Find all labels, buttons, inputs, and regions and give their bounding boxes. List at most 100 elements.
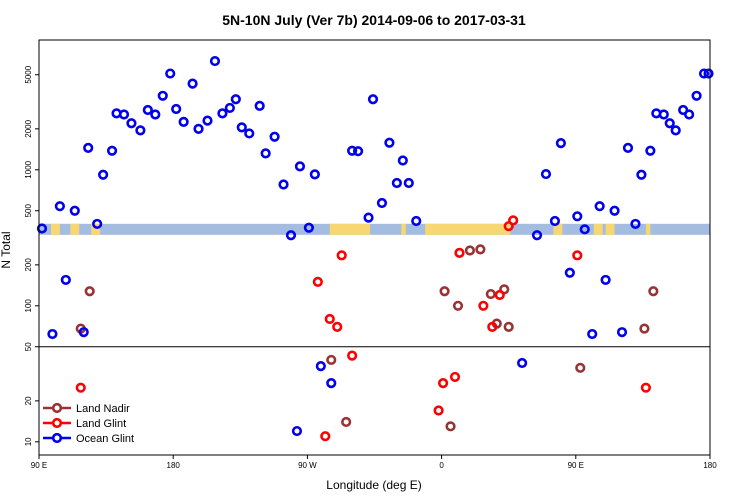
ocean-glint-point — [309, 169, 320, 180]
ocean-glint-legend-marker — [51, 432, 63, 444]
ocean-glint-point — [278, 179, 289, 190]
ocean-glint-point — [367, 94, 379, 105]
land-glint-point — [640, 382, 651, 393]
land-glint-point — [320, 431, 331, 442]
ocean-glint-point — [658, 109, 669, 120]
ocean-glint-point — [78, 327, 89, 338]
land-nadir-point — [341, 416, 352, 428]
ocean-glint-point — [135, 125, 146, 136]
ocean-glint-point — [209, 55, 221, 67]
ocean-glint-point — [202, 115, 213, 126]
ocean-glint-point — [352, 146, 364, 157]
ocean-glint-point — [285, 230, 297, 241]
land-glint-point — [437, 378, 449, 389]
ocean-glint-point — [142, 104, 153, 116]
land-nadir-point — [503, 321, 514, 332]
ocean-glint-point — [616, 327, 628, 338]
land-mask-strip — [39, 223, 710, 235]
ocean-glint-point — [92, 218, 103, 230]
ocean-glint-point — [403, 177, 414, 189]
x-tick-label: 180 — [167, 461, 181, 470]
ocean-glint-point — [236, 122, 247, 133]
land-segment — [91, 223, 101, 235]
land-glint-point — [494, 289, 505, 301]
land-nadir-point — [84, 286, 95, 297]
ocean-glint-point — [165, 68, 176, 79]
land-nadir-legend-marker — [51, 402, 63, 414]
ocean-glint-point — [60, 274, 71, 286]
ocean-glint-legend-label: Ocean Glint — [76, 433, 134, 445]
land-glint-point — [572, 250, 583, 261]
ocean-glint-point — [178, 116, 189, 127]
y-tick-label: 10 — [24, 437, 33, 446]
ocean-glint-point — [171, 103, 182, 115]
land-nadir-point — [464, 245, 476, 256]
land-glint-legend-marker — [51, 417, 63, 429]
ocean-glint-point — [291, 425, 303, 437]
axis-ticks: 90 E 180 90 W 0 90 E 180 10 20 50 100 200 500 1000 20… — [24, 65, 717, 470]
ocean-glint-point — [294, 161, 306, 172]
ocean-glint-point — [579, 224, 590, 235]
land-segment — [425, 223, 511, 235]
land-glint-point — [336, 250, 347, 261]
ocean-glint-point — [193, 123, 204, 134]
ocean-glint-point — [36, 223, 48, 234]
ocean-strip — [39, 223, 710, 235]
ocean-glint-point — [126, 118, 137, 129]
x-tick-label: 90 W — [298, 461, 317, 470]
legend: Land Nadir Land Glint Ocean Glint — [43, 402, 134, 445]
data-points — [36, 55, 714, 442]
land-segment — [605, 223, 615, 235]
ocean-glint-point — [230, 94, 241, 105]
ocean-glint-point — [531, 230, 543, 241]
ocean-glint-point — [150, 109, 161, 120]
ocean-glint-point — [157, 90, 168, 101]
plot-frame — [38, 39, 711, 456]
ocean-glint-point — [703, 68, 714, 79]
land-segment — [553, 223, 563, 235]
land-nadir-point — [648, 286, 659, 297]
y-tick-label: 50 — [24, 342, 33, 351]
land-nadir-point — [445, 421, 456, 432]
ocean-glint-point — [636, 169, 647, 180]
land-glint-point — [324, 313, 335, 325]
ocean-glint-point — [549, 215, 561, 227]
land-nadir-point — [575, 362, 586, 373]
ocean-glint-point — [572, 211, 583, 222]
ocean-glint-point — [587, 328, 598, 340]
ocean-glint-point — [217, 108, 228, 119]
ocean-glint-point — [106, 145, 118, 156]
ocean-glint-point — [118, 109, 130, 120]
ocean-glint-point — [564, 267, 575, 278]
land-nadir-point — [639, 323, 650, 334]
ocean-glint-point — [517, 357, 528, 369]
y-tick-label: 20 — [24, 396, 33, 405]
land-glint-point — [75, 382, 86, 393]
ocean-glint-point — [47, 328, 58, 340]
ocean-glint-point — [376, 197, 388, 209]
ocean-glint-point — [397, 155, 408, 166]
ocean-glint-point — [645, 145, 656, 156]
ocean-glint-point — [600, 274, 611, 286]
chart-title: 5N-10N July (Ver 7b) 2014-09-06 to 2017-… — [222, 12, 526, 28]
land-glint-point — [433, 405, 444, 416]
ocean-glint-point — [555, 138, 566, 149]
land-glint-point — [487, 321, 498, 332]
ocean-glint-point — [224, 102, 235, 114]
land-glint-point — [508, 215, 519, 226]
x-tick-label: 180 — [703, 461, 717, 470]
ocean-glint-point — [411, 215, 422, 227]
ocean-glint-point — [691, 90, 702, 101]
ocean-glint-point — [391, 177, 402, 189]
land-glint-point — [478, 300, 489, 311]
land-segment — [401, 223, 406, 235]
ocean-glint-point — [594, 201, 605, 212]
y-tick-label: 500 — [24, 204, 33, 218]
land-nadir-point — [485, 288, 496, 300]
land-glint-point — [332, 321, 343, 332]
land-nadir-point — [326, 354, 337, 366]
ocean-glint-point — [54, 201, 65, 212]
x-axis-title: Longitude (deg E) — [326, 478, 421, 492]
ocean-glint-point — [540, 168, 552, 180]
ocean-glint-point — [69, 205, 80, 216]
